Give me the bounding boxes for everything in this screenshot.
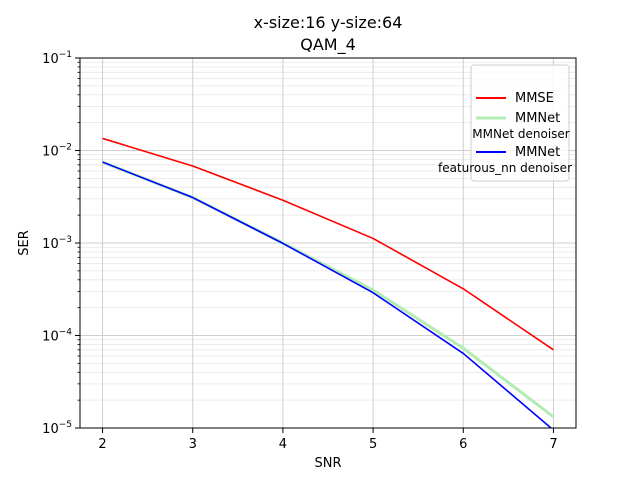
series-layer xyxy=(102,137,555,428)
legend-label-mmnet-featurous-line2: featurous_nn denoiser xyxy=(438,161,572,175)
y-axis-label: SER xyxy=(17,230,32,256)
y-axis-ticks: 10−5 10−4 10−3 10−2 10−1 xyxy=(42,50,80,437)
x-tick-label: 7 xyxy=(549,437,557,452)
x-tick-label: 2 xyxy=(98,437,106,452)
chart-subtitle: QAM_4 xyxy=(300,35,356,55)
x-tick-label: 4 xyxy=(279,437,287,452)
y-tick-label: 10−4 xyxy=(42,328,72,345)
y-tick-label: 10−2 xyxy=(42,143,72,160)
y-tick-label: 10−5 xyxy=(42,420,72,437)
legend-label-mmse: MMSE xyxy=(515,91,554,106)
x-tick-label: 3 xyxy=(189,437,197,452)
legend: MMSE MMNet MMNet denoiser MMNet featurou… xyxy=(438,64,572,182)
legend-label-mmnet-featurous: MMNet xyxy=(515,145,560,160)
x-axis-label: SNR xyxy=(314,456,341,471)
legend-label-mmnet-denoiser-line2: MMNet denoiser xyxy=(472,127,570,141)
x-axis-ticks: 2 3 4 5 6 7 xyxy=(98,428,558,452)
y-tick-label: 10−1 xyxy=(42,50,72,67)
series-line-0 xyxy=(102,137,554,351)
x-tick-label: 5 xyxy=(369,437,377,452)
y-tick-label: 10−3 xyxy=(42,235,72,252)
x-tick-label: 6 xyxy=(459,437,467,452)
legend-label-mmnet-denoiser: MMNet xyxy=(515,111,560,126)
series-line-2 xyxy=(102,161,553,428)
chart-title: x-size:16 y-size:64 xyxy=(254,13,403,32)
